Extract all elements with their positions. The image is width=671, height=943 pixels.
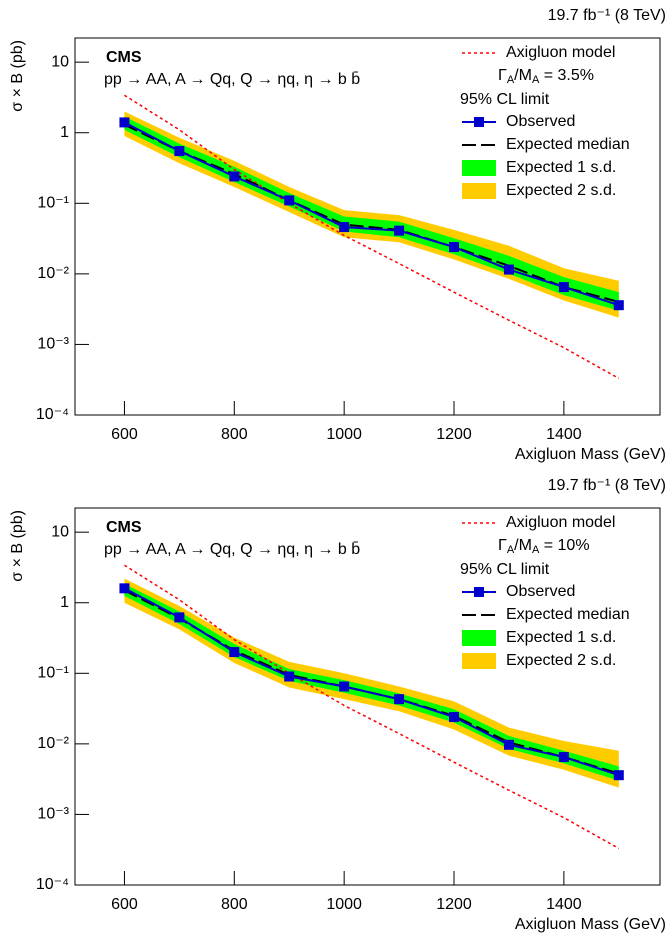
legend-label: Axigluon model [506,44,615,61]
marker [229,647,240,658]
x-axis-title: Axigluon Mass (GeV) [515,446,666,463]
line [124,94,620,380]
marker [394,694,405,705]
x-tick-label: 1000 [326,896,362,913]
legend-swatch [462,630,496,646]
x-tick-label: 1400 [546,896,582,913]
marker [339,681,350,692]
y-axis-title: σ × B (pb) [9,510,26,582]
x-tick-label: 1200 [436,426,472,443]
line [124,123,620,303]
panel: 10⁻⁴ 10⁻³ 10⁻² 10⁻¹ 1 10 600 800 1000 1200 1400 Axi… [9,7,666,463]
legend-label: Expected 1 s.d. [506,629,616,646]
model-note-part: A [507,544,515,556]
x-tick-label: 1400 [546,426,582,443]
legend-label: Observed [506,583,575,600]
marker [558,752,569,763]
marker [394,225,405,236]
experiment-label: CMS [106,519,142,536]
plot-frame [74,507,661,886]
y-tick-label: 10⁻¹ [37,665,69,682]
marker [119,583,130,594]
y-tick-label: 10⁻² [37,265,69,282]
marker [449,242,460,253]
marker [174,612,185,623]
legend-label: Expected 2 s.d. [506,182,616,199]
y-tick-label: 10⁻⁴ [36,876,69,893]
x-tick-label: 600 [111,896,138,913]
model-note-part: Γ [498,67,507,84]
legend-label: Axigluon model [506,514,615,531]
y-tick-label: 1 [60,124,69,141]
process-label: pp → AA, A → Qq, Q → ηq, η → b b̄ [104,541,360,558]
y-tick-label: 10⁻⁴ [36,406,69,423]
y-tick-label: 1 [60,594,69,611]
marker [339,222,350,233]
legend-label: Expected median [506,136,630,153]
x-tick-label: 600 [111,426,138,443]
y-tick-label: 10⁻² [37,735,69,752]
legend-swatch [462,160,496,176]
y-axis-title: σ × B (pb) [9,40,26,112]
y-tick-label: 10 [51,53,69,70]
model-note-part: A [507,74,515,86]
legend-label: Expected median [506,606,630,623]
observed-line [123,121,620,307]
marker [119,117,130,128]
y-tick-label: 10⁻³ [37,336,69,353]
marker [503,264,514,275]
marker [613,300,624,311]
model-note-part: = 10% [539,537,589,554]
legend-header: 95% CL limit [460,561,550,578]
marker [558,282,569,293]
model-note-part: /M [514,67,532,84]
y-tick-label: 10 [51,523,69,540]
marker [229,171,240,182]
model-note-part: A [532,74,540,86]
marker [174,146,185,157]
y-tick-label: 10⁻³ [37,806,69,823]
model-note-part: = 3.5% [539,67,594,84]
legend-marker [474,117,484,127]
band [124,583,619,781]
legend-label: Expected 1 s.d. [506,159,616,176]
x-tick-label: 1200 [436,896,472,913]
experiment-label: CMS [106,49,142,66]
model-note-part: Γ [498,537,507,554]
marker [449,712,460,723]
legend-header: 95% CL limit [460,91,550,108]
lumi-label: 19.7 fb⁻¹ (8 TeV) [548,7,666,24]
model-note-part: /M [514,537,532,554]
legend-label: Expected 2 s.d. [506,652,616,669]
observed-line [123,587,620,777]
legend-marker [474,587,484,597]
x-tick-label: 1000 [326,426,362,443]
x-tick-label: 800 [221,896,248,913]
panel: 10⁻⁴ 10⁻³ 10⁻² 10⁻¹ 1 10 600 800 1000 1200 1400 Axi… [9,477,666,933]
marker [284,195,295,206]
marker [613,770,624,781]
y-tick-label: 10⁻¹ [37,195,69,212]
legend-swatch [462,653,496,669]
x-tick-label: 800 [221,426,248,443]
model-note: ΓA/MA = 3.5% [498,67,594,86]
lumi-label: 19.7 fb⁻¹ (8 TeV) [548,477,666,494]
model-note-part: A [532,544,540,556]
marker [284,671,295,682]
process-label: pp → AA, A → Qq, Q → ηq, η → b b̄ [104,71,360,88]
marker [503,739,514,750]
plot-frame [74,37,661,416]
line [124,564,620,850]
x-axis-title: Axigluon Mass (GeV) [515,916,666,933]
model-note: ΓA/MA = 10% [498,537,590,556]
band [124,116,619,311]
legend-swatch [462,183,496,199]
legend-label: Observed [506,113,575,130]
